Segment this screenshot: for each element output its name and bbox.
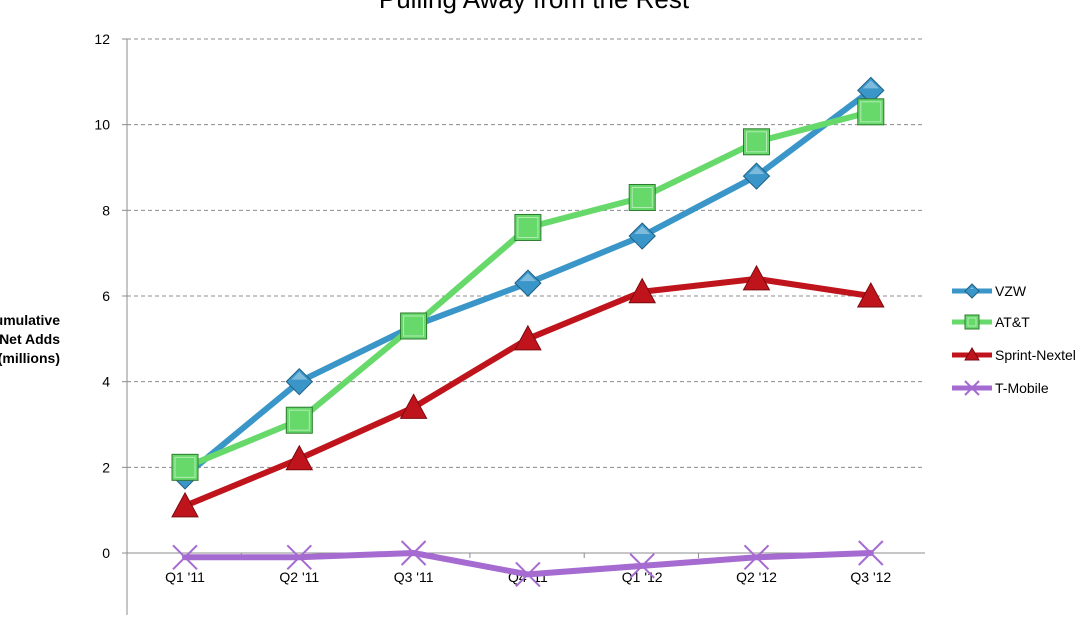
legend-item: T-Mobile xyxy=(952,380,1049,396)
x-marker xyxy=(858,540,884,566)
y-tick-label: 12 xyxy=(94,31,110,47)
square-marker xyxy=(964,314,980,330)
diamond-marker xyxy=(514,269,542,297)
triangle-marker xyxy=(171,491,199,518)
square-marker xyxy=(628,183,656,211)
y-tick-label: 0 xyxy=(102,545,110,561)
triangle-marker xyxy=(964,347,980,361)
x-marker xyxy=(629,553,655,579)
y-axis-label-line-2: Net Adds xyxy=(0,331,60,347)
y-tick-label: 10 xyxy=(94,117,110,133)
series-at-t xyxy=(171,98,885,481)
gridlines xyxy=(127,38,925,468)
legend-label: AT&T xyxy=(995,314,1030,330)
square-marker xyxy=(514,213,542,241)
y-tick-label: 2 xyxy=(102,459,110,475)
series-t-mobile xyxy=(172,540,884,588)
x-tick-label: Q2 '11 xyxy=(279,569,319,585)
x-marker xyxy=(743,544,770,570)
x-marker xyxy=(286,544,313,570)
y-tick-label: 8 xyxy=(102,202,110,218)
triangle-marker xyxy=(856,281,885,308)
x-marker xyxy=(172,544,198,570)
square-marker xyxy=(743,128,770,156)
series-lines xyxy=(171,76,885,588)
legend-item: VZW xyxy=(952,283,1027,299)
y-axis-label-line-1: Cumulative xyxy=(0,312,60,328)
y-axis-label: Cumulative Net Adds (millions) xyxy=(0,312,60,366)
square-marker xyxy=(285,406,313,434)
diamond-marker xyxy=(628,222,656,250)
legend-item: Sprint-Nextel xyxy=(952,347,1076,363)
x-marker xyxy=(964,380,980,396)
x-tick-label: Q3 '11 xyxy=(394,569,434,585)
triangle-marker xyxy=(399,393,428,419)
square-marker xyxy=(400,312,428,340)
chart-title: Pulling Away from the Rest xyxy=(379,0,690,14)
triangle-marker xyxy=(514,324,542,351)
triangle-marker xyxy=(285,444,314,471)
x-tick-labels: Q1 '11 Q2 '11 Q3 '11 Q4 '11 Q1 '12 Q2 '12 Q3 '… xyxy=(165,569,891,585)
series-sprint-nextel xyxy=(171,264,885,518)
diamond-marker xyxy=(285,367,314,396)
y-axis-label-line-3: (millions) xyxy=(0,350,60,366)
y-tick-label: 6 xyxy=(102,288,110,304)
axes xyxy=(122,38,925,615)
diamond-marker xyxy=(964,283,980,299)
x-tick-label: Q2 '12 xyxy=(736,569,777,585)
legend-label: Sprint-Nextel xyxy=(995,347,1076,363)
x-tick-label: Q1 '12 xyxy=(622,569,663,585)
diamond-marker xyxy=(742,162,771,190)
square-marker xyxy=(171,453,199,481)
x-tick-label: Q3 '12 xyxy=(850,569,891,585)
legend-label: T-Mobile xyxy=(995,380,1049,396)
x-marker xyxy=(515,561,541,588)
triangle-marker xyxy=(628,277,657,304)
x-marker xyxy=(400,540,427,566)
y-tick-labels: 0 2 4 6 8 10 12 xyxy=(94,31,110,561)
y-tick-label: 4 xyxy=(102,374,110,390)
legend: VZW AT&T Sprint-Nextel T-Mobile xyxy=(952,283,1076,396)
legend-item: AT&T xyxy=(952,314,1030,330)
legend-label: VZW xyxy=(995,283,1027,299)
triangle-marker xyxy=(742,264,771,291)
square-marker xyxy=(857,98,885,126)
x-tick-label: Q1 '11 xyxy=(165,569,205,585)
